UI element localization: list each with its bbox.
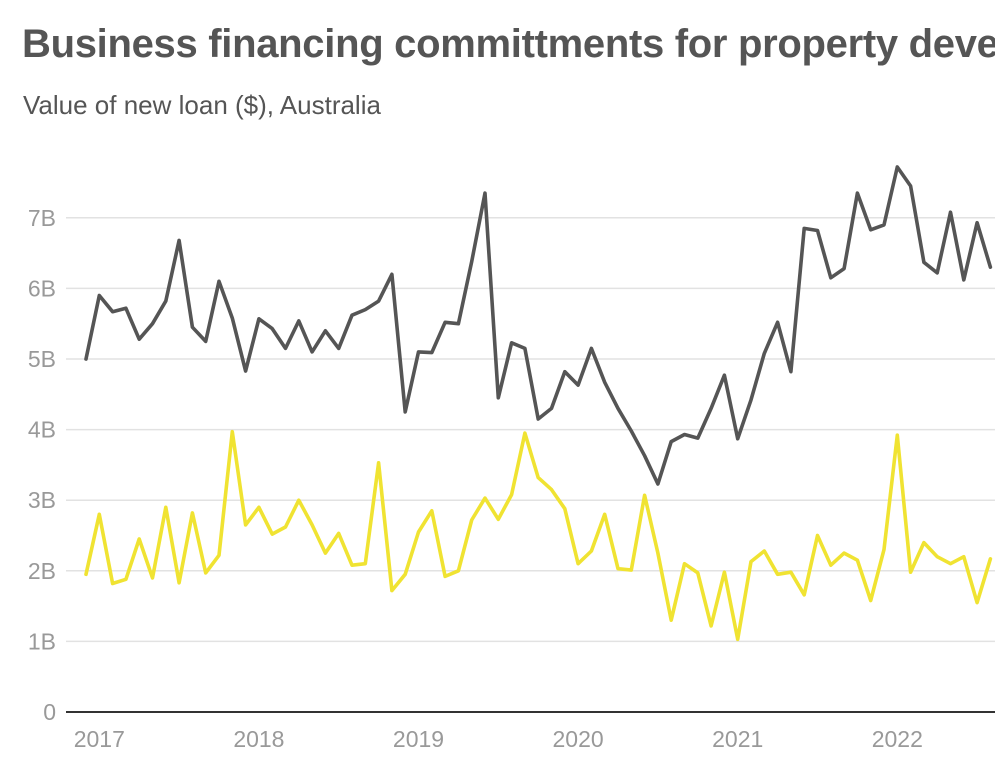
chart-title: Business financing committments for prop…	[22, 22, 995, 66]
y-tick-label: 2B	[28, 558, 56, 584]
series-line-2	[84, 429, 993, 642]
x-tick-label: 2017	[74, 726, 125, 752]
x-tick-label: 2020	[553, 726, 604, 752]
y-tick-label: 5B	[28, 346, 56, 372]
y-tick-label: 0	[43, 699, 56, 725]
y-tick-label: 7B	[28, 205, 56, 231]
x-tick-label: 2022	[872, 726, 923, 752]
series-line-1	[84, 165, 993, 486]
chart-subtitle: Value of new loan ($), Australia	[23, 90, 381, 120]
y-tick-label: 6B	[28, 275, 56, 301]
x-tick-label: 2019	[393, 726, 444, 752]
y-tick-label: 1B	[28, 628, 56, 654]
y-tick-label: 3B	[28, 487, 56, 513]
y-tick-label: 4B	[28, 417, 56, 443]
x-tick-label: 2018	[233, 726, 284, 752]
x-tick-label: 2021	[712, 726, 763, 752]
